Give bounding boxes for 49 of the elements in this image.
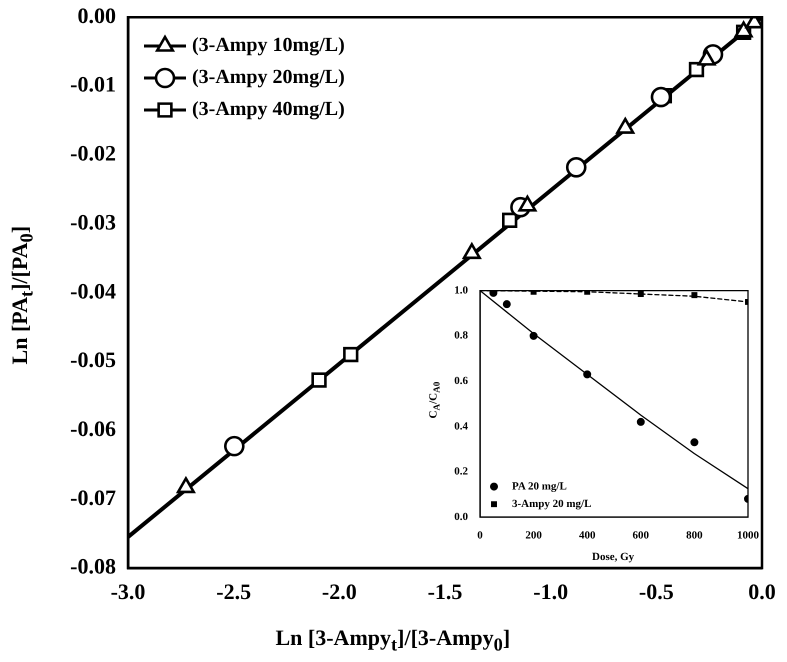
x-tick-label: -2.5 [216, 578, 252, 604]
point [691, 292, 698, 298]
legend-label: (3-Ampy 20mg/L) [192, 66, 345, 88]
point [502, 300, 511, 308]
point [530, 332, 538, 340]
point [224, 436, 245, 456]
y-tick-label: 0.4 [454, 420, 468, 432]
x-tick-label: 0.0 [748, 578, 776, 604]
point [690, 438, 698, 446]
y-tick-label: -0.01 [70, 72, 116, 97]
x-axis-title: Dose, Gy [592, 551, 634, 563]
x-tick-label: -2.0 [322, 578, 357, 604]
legend-label: (3-Ampy 40mg/L) [192, 98, 345, 120]
y-tick-label: 0.0 [454, 510, 468, 523]
x-tick-label: -3.0 [110, 578, 146, 604]
point [343, 346, 358, 362]
legend-label: (3-Ampy 10mg/L) [192, 34, 345, 56]
x-tick-label: 0 [477, 529, 484, 542]
y-tick-label: 0.6 [454, 375, 468, 388]
y-tick-label: -0.08 [70, 554, 116, 579]
x-tick-label: 1000 [737, 529, 760, 542]
point [650, 86, 672, 108]
y-tick-label: -0.02 [70, 140, 116, 166]
y-tick-label: -0.07 [70, 484, 116, 510]
point [566, 156, 587, 178]
x-tick-label: -1.5 [428, 578, 462, 604]
y-tick-label: -0.06 [70, 416, 116, 441]
x-tick-label: -1.0 [533, 578, 568, 604]
x-tick-label: 400 [578, 529, 596, 542]
x-tick-label: 800 [686, 529, 704, 542]
y-tick-label: 0.00 [78, 2, 116, 28]
legend-label: 3-Ampy 20 mg/L [512, 498, 592, 510]
point [489, 290, 498, 297]
point [638, 291, 644, 297]
point [311, 372, 327, 388]
y-tick-label: -0.04 [70, 278, 116, 304]
legend-label: PA 20 mg/L [512, 480, 567, 492]
y-tick-label: 0.8 [454, 330, 468, 342]
y-tick-label: 0.2 [454, 466, 468, 478]
point [502, 212, 518, 228]
x-tick-label: 200 [525, 529, 542, 542]
point [583, 370, 592, 378]
y-tick-label: 1.0 [454, 284, 468, 296]
y-tick-label: -0.05 [70, 347, 116, 372]
y-tick-label: -0.03 [70, 209, 116, 234]
x-tick-label: -0.5 [638, 578, 674, 604]
x-axis-title: Ln [3-Ampy$_{t}$]/[3-Ampy$_{0}$] [276, 625, 510, 656]
x-tick-label: 600 [632, 529, 650, 542]
point [636, 418, 645, 426]
